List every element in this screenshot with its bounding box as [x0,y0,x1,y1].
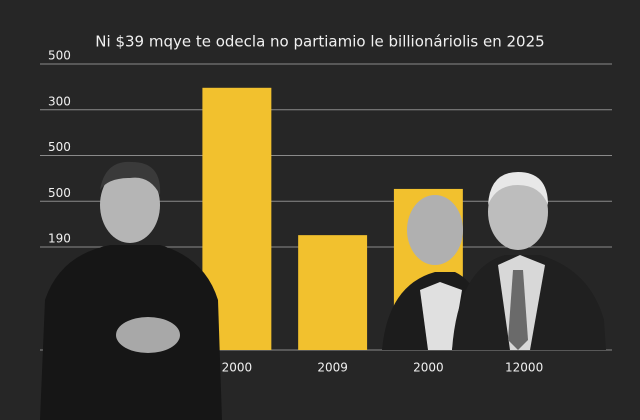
portrait-shirt [420,282,462,350]
portrait-hands [116,317,180,353]
y-tick-label: 500 [48,186,71,200]
x-tick-label: 12000 [505,361,543,375]
y-tick-label: 500 [48,49,71,63]
x-labels: 2000 2009 2000 12000 [222,361,544,375]
y-tick-label: 300 [48,94,71,108]
portrait-head [488,174,548,250]
chart-title: Ni $39 mqye te odecla no partiamio le bi… [95,33,544,51]
x-tick-label: 2000 [222,361,253,375]
portrait-hair [488,172,548,205]
x-tick-label: 2009 [317,361,348,375]
portrait-head [407,195,463,265]
portraits [40,161,606,420]
bar [298,235,368,350]
x-tick-label: 2000 [413,361,444,375]
y-tick-label: 190 [48,232,71,246]
portrait-hair [100,161,161,195]
portrait-head [100,167,160,243]
portrait-tie [508,270,528,350]
y-tick-label: 500 [48,140,71,154]
